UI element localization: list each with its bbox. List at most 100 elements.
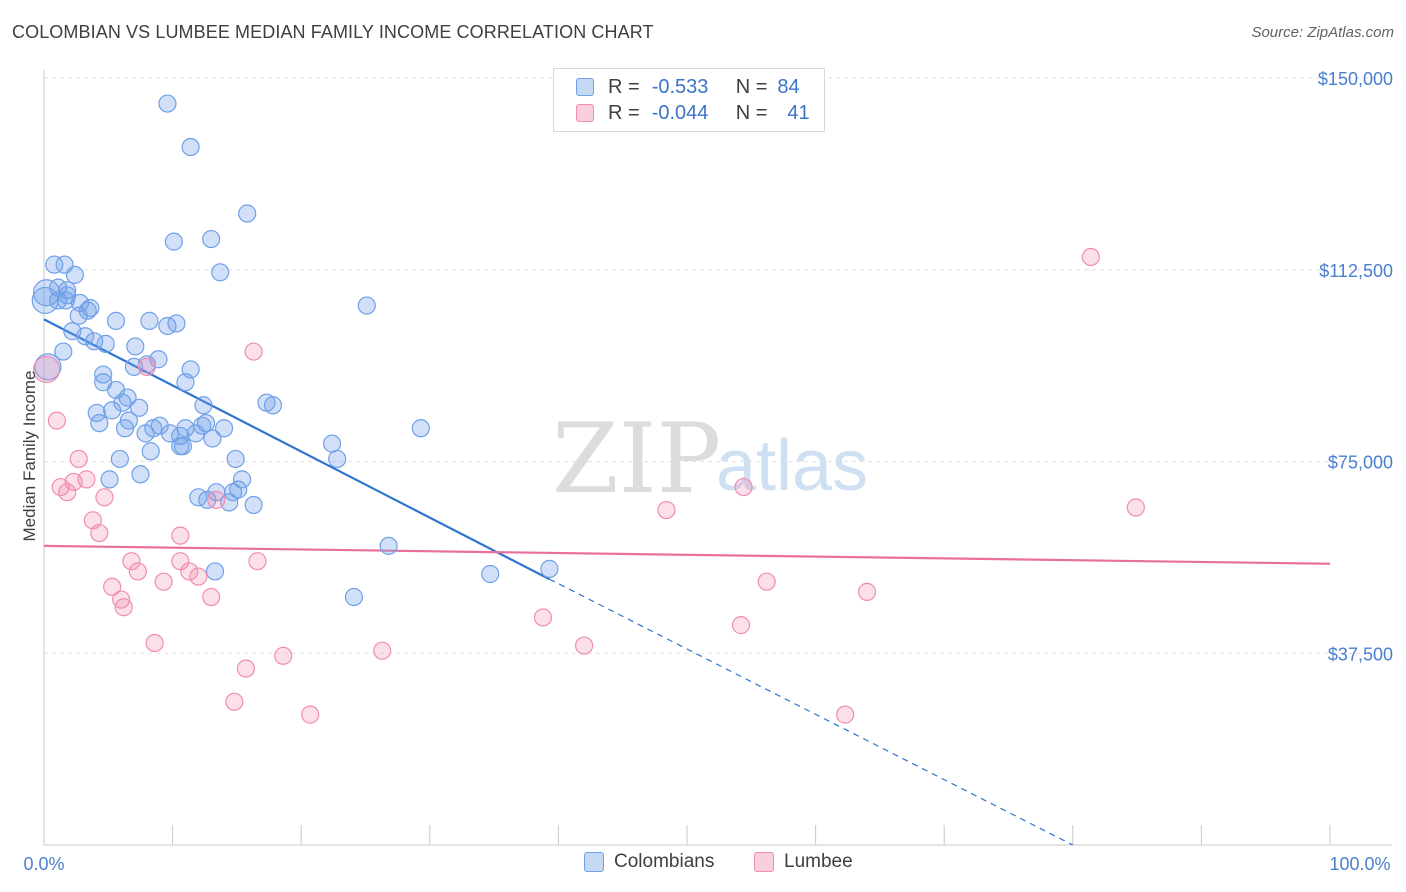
lumbee-point [90,523,109,543]
colombians-point [540,559,559,578]
colombians-point [119,411,138,430]
colombians-point [106,311,126,330]
colombians-point [167,314,186,333]
lumbee-point [122,552,141,571]
colombians-point [113,393,132,412]
legend-r-value: -0.044 [651,101,709,124]
lumbee-point [575,636,594,655]
colombians-point [96,334,115,353]
legend-item-lumbee[interactable]: Lumbee [754,851,853,873]
lumbee-point [171,552,190,571]
lumbee-point [373,641,392,660]
colombians-point [131,465,150,484]
colombians-point [203,429,222,448]
colombians-point [34,353,62,381]
trend-line-colombians [43,318,550,581]
trend-lines [43,318,1331,846]
colombians-point [357,296,376,315]
lumbee-point [236,659,256,678]
colombians-point [94,365,113,384]
lumbee-point [47,411,66,430]
lumbee-point [757,572,776,591]
lumbee-point [114,598,133,617]
colombians-point [158,94,177,113]
colombians-point [202,229,221,249]
y-tick-labels: $37,500 $75,000 $112,500 $150,000 [1318,69,1393,664]
lumbee-point [145,633,164,653]
colombians-point [49,291,68,310]
lumbee-point [274,646,293,665]
colombians-point [45,255,64,274]
legend-n-label: N = [735,101,768,124]
colombians-point [78,301,97,320]
lumbee-point [657,500,676,520]
colombians-point [322,434,342,453]
colombians-point [232,470,252,489]
legend-r-label: R = [608,101,640,124]
lumbee-point [836,705,855,724]
y-tick-label: $112,500 [1319,261,1393,281]
colombians-point [328,449,347,469]
lumbee-point [154,572,173,591]
colombians-point [196,414,216,433]
colombians-point [263,396,283,415]
legend-item-colombians[interactable]: Colombians [584,851,714,873]
x-tick-label-max: 100.0% [1329,854,1390,874]
colombians-point [214,419,234,438]
legend-r-value: -0.533 [651,75,709,98]
watermark: ZIP atlas [552,403,868,515]
watermark-atlas: atlas [716,426,868,506]
colombians-point [110,449,129,469]
colombians-point [130,398,149,417]
lumbee-point [533,608,553,627]
chart-title: COLOMBIAN VS LUMBEE MEDIAN FAMILY INCOME… [12,22,654,42]
lumbee-point [301,705,320,724]
trend-line-lumbee [43,544,1331,565]
colombians-point [481,564,500,584]
colombians-point [238,204,257,223]
lumbee-point [171,526,190,545]
legend-r-label: R = [608,75,640,98]
colombians-point [194,396,213,415]
colombians-point [229,480,248,499]
colombians-point [205,562,225,581]
colombians-point [58,281,77,300]
colombians-point [150,416,169,435]
lumbee-point [1126,498,1145,517]
colombians-point [90,414,109,433]
lumbee-point [225,692,244,711]
lumbee-point [1081,247,1100,267]
lumbee-point [731,616,751,635]
trend-line-colombians-extension [549,578,1074,846]
lumbee-point [32,355,61,384]
colombians-point [164,232,183,251]
lumbee-point [244,342,263,361]
colombians-point [65,265,84,284]
colombians-point [54,342,73,361]
legend-row-lumbee: R = -0.044 N = 41 [576,100,810,126]
colombians-label: Colombians [614,851,715,872]
y-tick-label: $37,500 [1328,644,1393,664]
colombians-point [70,293,90,313]
y-tick-label: $75,000 [1328,453,1393,473]
lumbee-point [189,567,208,586]
colombians-point [226,449,245,469]
lumbee-point [202,587,221,607]
colombians-point [173,437,192,456]
watermark-zip: ZIP [552,403,721,515]
colombians-point [76,327,95,346]
colombians-point [85,332,104,351]
legend-row-colombians: R = -0.533 N = 84 [576,74,800,100]
colombians-point [100,470,119,489]
colombians-point [181,360,200,379]
gridlines [44,77,1392,654]
y-axis-label: Median Family Income [20,370,39,541]
lumbee-point [95,488,114,507]
colombians-point [81,299,100,318]
colombians-point [223,483,243,502]
colombians-point [379,536,398,555]
colombians-point [244,495,263,515]
legend-n-label: N = [735,75,768,98]
chart-source: Source: ZipAtlas.com [1251,24,1394,41]
lumbee-point [77,470,96,489]
